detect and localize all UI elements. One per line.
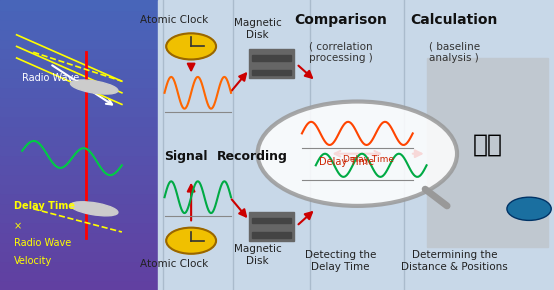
- Bar: [0, 184, 158, 193]
- Bar: [0, 10, 158, 19]
- Bar: [0, 135, 158, 145]
- Text: Radio Wave: Radio Wave: [22, 73, 79, 83]
- Bar: [252, 55, 291, 61]
- Bar: [0, 271, 158, 280]
- Text: Magnetic
Disk: Magnetic Disk: [234, 244, 281, 266]
- Bar: [0, 58, 158, 68]
- Text: Signal: Signal: [164, 150, 207, 163]
- Text: Atomic Clock: Atomic Clock: [140, 259, 209, 269]
- Bar: [0, 261, 158, 271]
- Text: Delay Time: Delay Time: [343, 155, 394, 164]
- Circle shape: [258, 102, 457, 206]
- Circle shape: [166, 33, 216, 59]
- Bar: [0, 145, 158, 155]
- Bar: [0, 29, 158, 39]
- Bar: [0, 39, 158, 48]
- Bar: [0, 280, 158, 290]
- Text: Calculation: Calculation: [411, 13, 498, 27]
- Text: Atomic Clock: Atomic Clock: [140, 15, 209, 25]
- Bar: [158, 0, 554, 290]
- Bar: [0, 126, 158, 135]
- Bar: [0, 106, 158, 116]
- Text: Radio Wave: Radio Wave: [14, 238, 71, 249]
- Bar: [0, 68, 158, 77]
- Text: Detecting the
Delay Time: Detecting the Delay Time: [305, 250, 376, 272]
- Bar: [0, 97, 158, 106]
- Ellipse shape: [70, 202, 118, 216]
- Bar: [0, 203, 158, 213]
- Bar: [0, 77, 158, 87]
- Bar: [0, 0, 158, 10]
- Bar: [0, 116, 158, 126]
- Text: Magnetic
Disk: Magnetic Disk: [234, 18, 281, 40]
- Text: ×: ×: [14, 221, 22, 231]
- Text: Recording: Recording: [217, 150, 288, 163]
- Bar: [0, 174, 158, 184]
- Circle shape: [507, 197, 551, 220]
- Bar: [0, 213, 158, 222]
- Bar: [252, 70, 291, 75]
- Circle shape: [166, 228, 216, 254]
- Text: Delay Time: Delay Time: [319, 157, 374, 167]
- Bar: [0, 251, 158, 261]
- Bar: [249, 49, 294, 78]
- Bar: [252, 218, 291, 223]
- Bar: [0, 19, 158, 29]
- Bar: [0, 222, 158, 232]
- Bar: [0, 193, 158, 203]
- Bar: [0, 87, 158, 97]
- Bar: [0, 242, 158, 251]
- Bar: [0, 0, 158, 290]
- Text: ( baseline
analysis ): ( baseline analysis ): [429, 41, 480, 63]
- Bar: [0, 155, 158, 164]
- Text: ( correlation
processing ): ( correlation processing ): [309, 41, 373, 63]
- Bar: [0, 232, 158, 242]
- Bar: [0, 48, 158, 58]
- Bar: [252, 232, 291, 238]
- Bar: [427, 58, 548, 246]
- Bar: [249, 212, 294, 241]
- Text: Determining the
Distance & Positions: Determining the Distance & Positions: [401, 250, 507, 272]
- Text: Delay Time: Delay Time: [14, 201, 75, 211]
- Text: 👤💻: 👤💻: [473, 133, 502, 157]
- Ellipse shape: [70, 80, 118, 94]
- Text: Velocity: Velocity: [14, 256, 52, 266]
- Bar: [0, 164, 158, 174]
- Text: Comparison: Comparison: [294, 13, 387, 27]
